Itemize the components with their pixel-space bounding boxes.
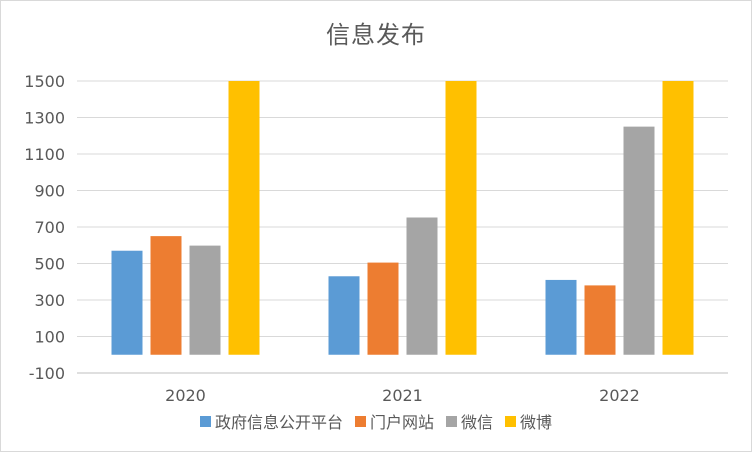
bar <box>111 250 143 355</box>
legend-label: 微博 <box>520 413 553 432</box>
bar <box>545 279 577 355</box>
legend-swatch <box>354 415 366 427</box>
y-tick-label: 1100 <box>24 145 65 164</box>
bar <box>150 236 182 355</box>
y-tick-label: 1300 <box>24 109 65 128</box>
legend-swatch <box>446 415 457 427</box>
y-tick-label: 500 <box>34 255 65 274</box>
y-tick-label: 700 <box>34 218 65 237</box>
legend-label: 微信 <box>461 413 494 432</box>
legend-label: 政府信息公开平台 <box>214 413 343 432</box>
x-tick-label: 2022 <box>599 386 640 405</box>
x-tick-label: 2021 <box>382 386 423 405</box>
legend-item: 微信 <box>446 409 493 433</box>
bar <box>662 81 694 355</box>
legend-swatch <box>505 415 517 427</box>
y-tick-label: 900 <box>34 182 65 201</box>
bar <box>445 81 477 355</box>
bar <box>623 126 655 355</box>
bar <box>328 276 360 355</box>
y-tick-label: 300 <box>34 291 65 310</box>
y-tick-label: -100 <box>29 364 65 383</box>
bar <box>189 245 221 355</box>
x-tick-label: 2020 <box>165 386 206 405</box>
legend-swatch <box>199 415 211 427</box>
chart-legend: 政府信息公开平台 门户网站 微信 微博 <box>1 409 751 433</box>
bar <box>584 285 616 355</box>
bar <box>367 262 399 355</box>
chart-title: 信息发布 <box>326 21 426 49</box>
bar <box>406 217 438 355</box>
legend-item: 门户网站 <box>354 409 434 433</box>
y-tick-label: 1500 <box>24 72 65 91</box>
legend-item: 政府信息公开平台 <box>199 409 343 433</box>
bar <box>228 81 260 355</box>
legend-item: 微博 <box>505 409 552 433</box>
y-tick-label: 100 <box>34 328 65 347</box>
legend-label: 门户网站 <box>369 413 434 432</box>
